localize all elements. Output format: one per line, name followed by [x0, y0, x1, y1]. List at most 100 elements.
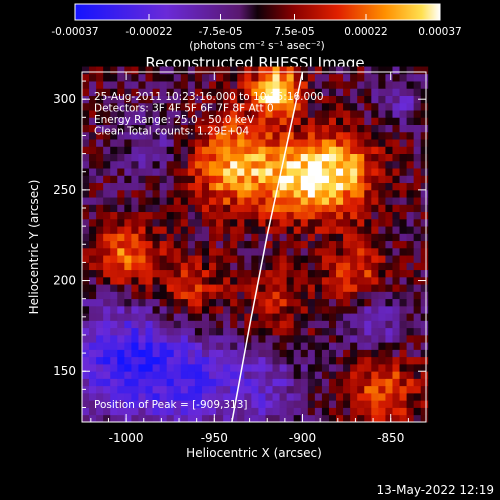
heatmap-pixel	[406, 276, 415, 285]
heatmap-pixel	[96, 226, 104, 234]
heatmap-pixel	[279, 378, 288, 387]
heatmap-pixel	[406, 182, 415, 191]
heatmap-pixel	[209, 371, 217, 379]
heatmap-pixel	[89, 139, 97, 147]
heatmap-pixel	[138, 298, 146, 307]
heatmap-pixel	[293, 117, 302, 125]
heatmap-pixel	[230, 175, 238, 184]
heatmap-pixel	[103, 371, 111, 379]
heatmap-pixel	[350, 407, 358, 416]
heatmap-pixel	[159, 313, 168, 321]
heatmap-pixel	[314, 342, 323, 350]
heatmap-pixel	[244, 349, 252, 358]
heatmap-pixel	[124, 349, 132, 358]
heatmap-pixel	[406, 240, 415, 249]
heatmap-pixel	[286, 197, 295, 205]
heatmap-pixel	[314, 291, 323, 300]
y-axis-label: Heliocentric Y (arcsec)	[27, 180, 41, 315]
heatmap-pixel	[237, 407, 245, 416]
heatmap-pixel	[124, 378, 132, 387]
heatmap-pixel	[307, 102, 316, 111]
heatmap-pixel	[124, 414, 132, 423]
heatmap-pixel	[152, 175, 161, 184]
heatmap-pixel	[216, 349, 224, 358]
heatmap-pixel	[343, 414, 351, 423]
heatmap-pixel	[300, 189, 309, 198]
heatmap-pixel	[194, 291, 203, 300]
heatmap-pixel	[145, 320, 153, 329]
heatmap-pixel	[314, 66, 323, 75]
heatmap-pixel	[392, 197, 400, 205]
heatmap-pixel	[82, 102, 90, 111]
heatmap-pixel	[209, 407, 217, 416]
heatmap-pixel	[131, 204, 139, 213]
heatmap-pixel	[378, 168, 386, 176]
heatmap-pixel	[209, 392, 217, 401]
heatmap-pixel	[413, 211, 422, 220]
heatmap-pixel	[328, 363, 337, 372]
heatmap-pixel	[314, 204, 323, 213]
heatmap-pixel	[286, 327, 295, 336]
heatmap-pixel	[336, 117, 344, 125]
heatmap-pixel	[385, 131, 393, 140]
heatmap-pixel	[406, 211, 415, 220]
heatmap-pixel	[173, 255, 182, 263]
heatmap-pixel	[413, 124, 422, 133]
heatmap-pixel	[279, 313, 288, 321]
heatmap-pixel	[117, 95, 125, 104]
heatmap-pixel	[89, 255, 97, 263]
heatmap-pixel	[201, 110, 210, 118]
heatmap-pixel	[321, 363, 330, 372]
heatmap-pixel	[321, 400, 330, 408]
heatmap-pixel	[194, 269, 203, 278]
heatmap-pixel	[152, 349, 161, 358]
heatmap-pixel	[159, 334, 168, 343]
heatmap-pixel	[321, 305, 330, 314]
heatmap-pixel	[371, 117, 379, 125]
heatmap-pixel	[103, 88, 111, 96]
heatmap-pixel	[89, 414, 97, 423]
heatmap-pixel	[336, 204, 344, 213]
heatmap-pixel	[300, 392, 309, 401]
heatmap-pixel	[223, 385, 231, 394]
heatmap-pixel	[272, 131, 280, 140]
heatmap-pixel	[385, 102, 393, 111]
heatmap-pixel	[357, 73, 365, 82]
heatmap-pixel	[209, 226, 217, 234]
heatmap-pixel	[258, 160, 266, 169]
heatmap-pixel	[216, 247, 224, 256]
heatmap-pixel	[103, 327, 111, 336]
heatmap-pixel	[187, 117, 196, 125]
heatmap-pixel	[187, 363, 196, 372]
heatmap-pixel	[180, 313, 189, 321]
heatmap-pixel	[300, 291, 309, 300]
heatmap-pixel	[293, 385, 302, 394]
heatmap-pixel	[378, 356, 386, 365]
heatmap-pixel	[117, 66, 125, 75]
heatmap-pixel	[194, 313, 203, 321]
heatmap-pixel	[138, 371, 146, 379]
heatmap-pixel	[286, 160, 295, 169]
heatmap-pixel	[187, 73, 196, 82]
heatmap-pixel	[159, 298, 168, 307]
heatmap-pixel	[385, 371, 393, 379]
heatmap-pixel	[152, 233, 161, 242]
heatmap-pixel	[307, 204, 316, 213]
heatmap-pixel	[82, 124, 90, 133]
heatmap-pixel	[187, 153, 196, 162]
heatmap-pixel	[350, 269, 358, 278]
heatmap-pixel	[103, 407, 111, 416]
heatmap-pixel	[145, 95, 153, 104]
heatmap-pixel	[180, 218, 189, 227]
heatmap-pixel	[286, 385, 295, 394]
heatmap-pixel	[364, 342, 372, 350]
heatmap-pixel	[265, 146, 273, 154]
heatmap-pixel	[194, 81, 203, 89]
heatmap-pixel	[307, 414, 316, 423]
heatmap-pixel	[357, 102, 365, 111]
heatmap-pixel	[272, 139, 280, 147]
heatmap-pixel	[166, 211, 175, 220]
heatmap-pixel	[103, 226, 111, 234]
heatmap-pixel	[138, 124, 146, 133]
colorbar-gradient	[74, 3, 441, 21]
